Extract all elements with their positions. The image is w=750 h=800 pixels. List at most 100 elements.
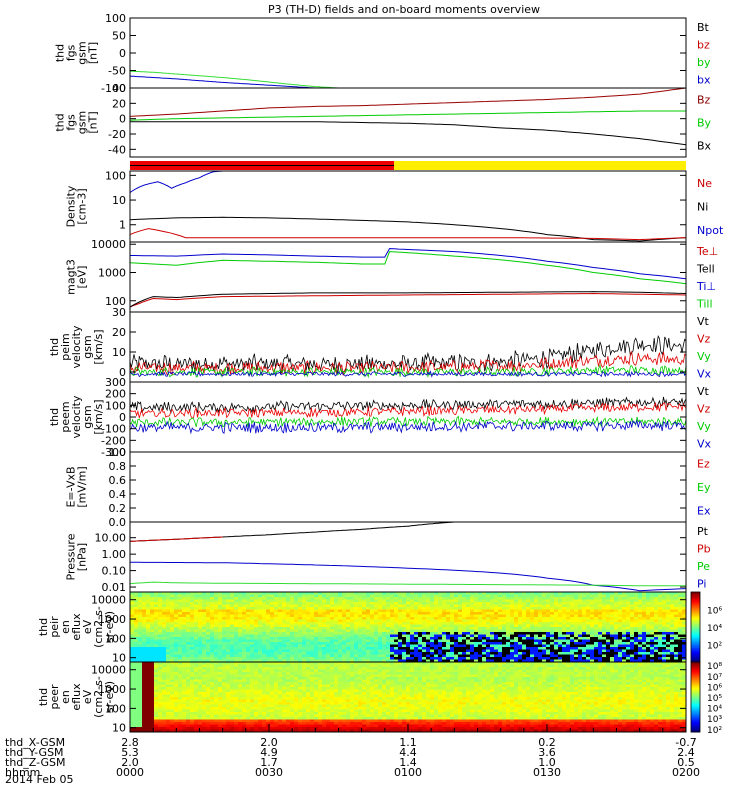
- spectrogram-cell: [646, 594, 651, 598]
- spectrogram-cell: [166, 599, 171, 603]
- spectrogram-cell: [218, 727, 223, 731]
- series-group-p8: [130, 522, 686, 592]
- spectrogram-cell: [646, 652, 651, 656]
- spectrogram-cell: [170, 722, 175, 726]
- y-tick-label: 1.00: [102, 548, 127, 561]
- spectrogram-cell: [194, 617, 199, 621]
- spectrogram-cell: [214, 654, 219, 658]
- spectrogram-cell: [186, 649, 191, 653]
- spectrogram-cell: [182, 602, 187, 606]
- spectrogram-cell: [462, 627, 467, 631]
- spectrogram-cell: [326, 619, 331, 623]
- spectrogram-cell: [434, 607, 439, 611]
- spectrogram-cell: [674, 624, 679, 628]
- spectrogram-cell: [162, 694, 167, 698]
- spectrogram-cell: [454, 592, 459, 596]
- spectrogram-cell: [594, 609, 599, 613]
- spectrogram-cell: [602, 657, 607, 661]
- spectrogram-cell: [234, 704, 239, 708]
- spectrogram-cell: [238, 729, 243, 732]
- spectrogram-cell: [214, 664, 219, 668]
- spectrogram-cell: [178, 637, 183, 641]
- spectrogram-cell: [202, 694, 207, 698]
- spectrogram-cell: [430, 639, 435, 643]
- spectrogram-cell: [430, 619, 435, 623]
- spectrogram-cell: [470, 659, 475, 662]
- spectrogram-cell: [190, 722, 195, 726]
- spectrogram-cell: [206, 609, 211, 613]
- spectrogram-cell: [150, 664, 155, 668]
- spectrogram-cell: [410, 614, 415, 618]
- spectrogram-cell: [262, 594, 267, 598]
- spectrogram-cell: [562, 624, 567, 628]
- spectrogram-cell: [194, 722, 199, 726]
- spectrogram-cell: [134, 599, 139, 603]
- spectrogram-cell: [414, 599, 419, 603]
- spectrogram-cell: [194, 697, 199, 701]
- spectrogram-cell: [490, 659, 495, 662]
- spectrogram-cell: [306, 612, 311, 616]
- spectrogram-cell: [214, 669, 219, 673]
- spectrogram-cell: [526, 617, 531, 621]
- spectrogram-cell: [142, 674, 147, 678]
- spectrogram-cell: [246, 599, 251, 603]
- spectrogram-cell: [226, 724, 231, 728]
- spectrogram-cell: [470, 639, 475, 643]
- spectrogram-cell: [382, 622, 387, 626]
- spectrogram-cell: [382, 634, 387, 638]
- spectrogram-cell: [446, 609, 451, 613]
- spectrogram-cell: [434, 652, 439, 656]
- spectrogram-cell: [578, 632, 583, 636]
- spectrogram-cell: [250, 642, 255, 646]
- spectrogram-cell: [650, 624, 655, 628]
- spectrogram-cell: [222, 644, 227, 648]
- spectrogram-cell: [346, 632, 351, 636]
- spectrogram-cell: [274, 597, 279, 601]
- spectrogram-cell: [522, 619, 527, 623]
- spectrogram-cell: [298, 617, 303, 621]
- spectrogram-cell: [514, 654, 519, 658]
- spectrogram-cell: [226, 644, 231, 648]
- spectrogram-cell: [354, 639, 359, 643]
- spectrogram-cell: [218, 702, 223, 706]
- spectrogram-cell: [134, 682, 139, 686]
- spectrogram-cell: [298, 599, 303, 603]
- spectrogram-cell: [170, 697, 175, 701]
- spectrogram-cell: [306, 619, 311, 623]
- spectrogram-cell: [190, 672, 195, 676]
- spectrogram-cell: [546, 627, 551, 631]
- spectrogram-cell: [510, 644, 515, 648]
- spectrogram-cell: [366, 607, 371, 611]
- spectrogram-cell: [298, 657, 303, 661]
- spectrogram-cell: [346, 617, 351, 621]
- spectrogram-cell: [306, 614, 311, 618]
- spectrogram-cell: [582, 639, 587, 643]
- spectrogram-cell: [134, 609, 139, 613]
- spectrogram-cell: [162, 659, 167, 662]
- spectrogram-cell: [658, 594, 663, 598]
- spectrogram-cell: [138, 667, 143, 671]
- spectrogram-cell: [282, 647, 287, 651]
- spectrogram-cell: [262, 627, 267, 631]
- spectrogram-cell: [218, 619, 223, 623]
- spectrogram-cell: [546, 624, 551, 628]
- spectrogram-cell: [154, 717, 159, 721]
- spectrogram-cell: [182, 642, 187, 646]
- spectrogram-cell: [562, 637, 567, 641]
- spectrogram-cell: [554, 609, 559, 613]
- spectrogram-cell: [150, 677, 155, 681]
- spectrogram-cell: [366, 652, 371, 656]
- spectrogram-cell: [150, 687, 155, 691]
- spectrogram-cell: [134, 594, 139, 598]
- spectrogram-cell: [186, 682, 191, 686]
- spectrogram-cell: [242, 699, 247, 703]
- spectrogram-cell: [218, 664, 223, 668]
- spectrogram-cell: [234, 662, 239, 666]
- spectrogram-cell: [130, 669, 135, 673]
- spectrogram-cell: [330, 634, 335, 638]
- spectrogram-cell: [218, 602, 223, 606]
- spectrogram-cell: [254, 627, 259, 631]
- spectrogram-cell: [498, 629, 503, 633]
- spectrogram-cell: [246, 662, 251, 666]
- spectrogram-cell: [462, 644, 467, 648]
